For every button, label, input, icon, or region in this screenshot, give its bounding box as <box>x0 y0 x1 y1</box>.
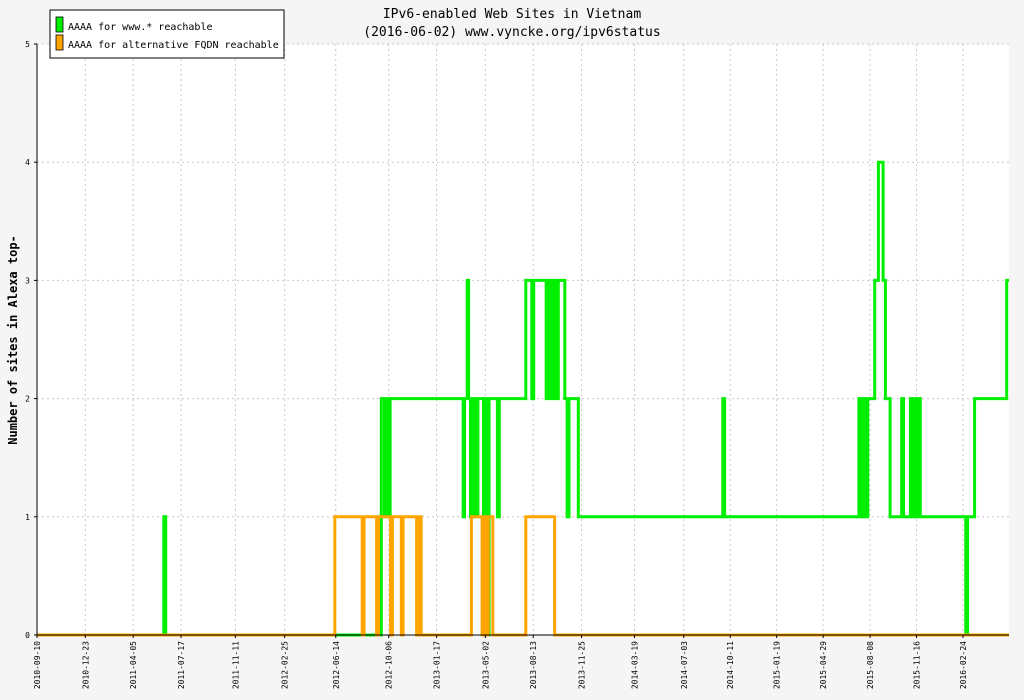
y-tick-label: 0 <box>25 631 30 640</box>
x-tick-label: 2015-01-19 <box>773 641 782 689</box>
x-tick-label: 2015-11-16 <box>913 641 922 689</box>
y-tick-label: 1 <box>25 513 30 522</box>
legend-swatch-orange <box>55 34 64 51</box>
x-tick-label: 2010-12-23 <box>81 641 90 689</box>
x-tick-label: 2012-06-14 <box>332 641 341 689</box>
legend-label-www: AAAA for www.* reachable <box>68 22 213 33</box>
legend-box <box>49 9 285 59</box>
x-tick-label: 2013-01-17 <box>433 641 442 689</box>
series-line-0 <box>37 160 1009 637</box>
y-axis-label: Number of sites in Alexa top- <box>6 235 20 445</box>
x-tick-label: 2014-10-11 <box>726 641 735 689</box>
legend-swatch-green <box>55 16 64 33</box>
x-tick-label: 2013-05-02 <box>481 641 490 689</box>
x-tick-label: 2011-11-11 <box>231 641 240 689</box>
x-tick-label: 2012-02-25 <box>281 641 290 689</box>
legend-label-alt-fqdn: AAAA for alternative FQDN reachable <box>68 40 279 51</box>
plot-area <box>37 44 1009 635</box>
x-tick-label: 2013-11-25 <box>578 641 587 689</box>
x-tick-label: 2016-02-24 <box>959 641 968 689</box>
x-tick-label: 2011-04-05 <box>129 641 138 689</box>
x-tick-label: 2011-07-17 <box>177 641 186 689</box>
x-tick-label: 2014-03-19 <box>631 641 640 689</box>
x-tick-label: 2015-08-08 <box>866 641 875 689</box>
chart-title: IPv6-enabled Web Sites in Vietnam <box>383 7 641 22</box>
x-tick-label: 2010-09-10 <box>33 641 42 689</box>
chart-subtitle: (2016-06-02) www.vyncke.org/ipv6status <box>363 25 660 40</box>
y-tick-label: 5 <box>25 40 30 49</box>
legend: AAAA for www.* reachable AAAA for altern… <box>49 9 285 59</box>
grid <box>37 43 1009 635</box>
y-tick-label: 3 <box>25 276 30 285</box>
x-ticks: 2010-09-10 2010-12-23 2011-04-05 2011-07-17… <box>33 635 968 689</box>
x-tick-label: 2014-07-03 <box>680 641 689 689</box>
x-tick-label: 2012-10-06 <box>385 641 394 689</box>
x-tick-label: 2013-08-13 <box>529 641 538 689</box>
x-tick-label: 2015-04-29 <box>819 641 828 689</box>
y-tick-label: 2 <box>25 395 30 404</box>
y-tick-label: 4 <box>25 158 30 167</box>
